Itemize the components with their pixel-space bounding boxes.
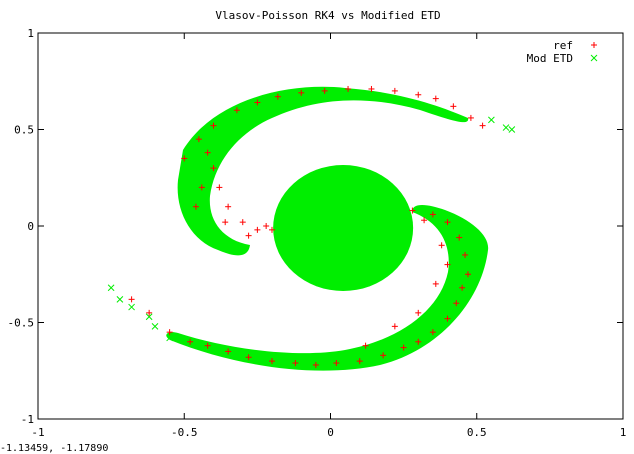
ref-point — [456, 234, 463, 241]
ref-point — [444, 315, 451, 322]
ref-point — [432, 95, 439, 102]
ref-point — [225, 348, 232, 355]
ref-point — [269, 226, 275, 233]
y-tick-label: -1 — [21, 413, 34, 426]
ref-point — [432, 280, 439, 287]
mouse-coordinate-readout: -1.13459, -1.17890 — [0, 443, 108, 454]
mod-etd-lower-arm — [166, 205, 489, 371]
ref-point — [421, 217, 428, 224]
ref-point — [380, 352, 387, 359]
ref-point — [453, 300, 460, 307]
mod-etd-point — [502, 124, 510, 131]
legend-marker-ref — [591, 42, 597, 48]
ref-point — [391, 87, 398, 94]
mod-etd-point — [116, 295, 124, 303]
mod-etd-point — [488, 116, 495, 124]
x-tick-label: 1 — [620, 426, 627, 439]
ref-point — [415, 91, 422, 98]
y-tick-label: 0.5 — [14, 124, 34, 137]
legend-marker-mod-etd — [590, 54, 598, 62]
x-tick-label: 0.5 — [467, 426, 487, 439]
ref-point — [415, 338, 422, 345]
mod-etd-series — [107, 116, 516, 342]
ref-point — [429, 329, 436, 336]
ref-point — [391, 323, 398, 330]
ref-point — [192, 203, 199, 210]
ref-point — [269, 358, 275, 365]
ref-point — [409, 207, 416, 214]
ref-point — [254, 99, 261, 106]
ref-point — [438, 242, 445, 249]
ref-point — [204, 342, 211, 349]
ref-point — [274, 93, 281, 100]
x-axis: -1 -0.5 0 0.5 1 — [31, 33, 626, 439]
ref-point — [233, 107, 240, 114]
ref-point — [128, 296, 135, 303]
ref-point — [368, 85, 375, 92]
ref-point — [245, 232, 252, 239]
ref-point — [450, 103, 457, 110]
ref-point — [429, 211, 436, 218]
x-tick-label: 0 — [327, 426, 334, 439]
ref-point — [312, 361, 319, 368]
ref-point — [400, 344, 407, 351]
ref-point — [187, 338, 194, 345]
ref-point — [415, 309, 422, 316]
legend-label-ref: ref — [553, 39, 573, 52]
ref-point — [459, 284, 466, 291]
ref-point — [210, 122, 217, 129]
ref-point — [210, 165, 217, 172]
ref-point — [462, 251, 469, 258]
y-tick-label: -0.5 — [8, 317, 35, 330]
mod-etd-point — [166, 334, 173, 342]
ref-point — [204, 149, 211, 156]
ref-point — [362, 342, 369, 349]
mod-etd-point — [107, 284, 115, 292]
y-tick-label: 1 — [27, 27, 34, 40]
ref-point — [345, 85, 352, 92]
ref-point — [225, 203, 232, 210]
ref-point — [321, 87, 328, 94]
mod-etd-point — [508, 126, 516, 133]
mod-etd-point — [128, 303, 135, 311]
chart-title: Vlasov-Poisson RK4 vs Modified ETD — [215, 9, 440, 22]
mod-etd-core — [273, 165, 414, 291]
ref-point — [444, 261, 451, 268]
ref-point — [239, 219, 246, 226]
ref-point — [333, 360, 340, 367]
ref-point — [464, 271, 471, 278]
legend-label-mod-etd: Mod ETD — [527, 52, 573, 65]
y-tick-label: 0 — [27, 220, 34, 233]
ref-point — [146, 309, 153, 316]
x-tick-label: -1 — [31, 426, 44, 439]
ref-point — [298, 89, 305, 96]
ref-point — [479, 122, 486, 129]
ref-point — [216, 184, 223, 191]
ref-point — [263, 223, 270, 229]
ref-point — [222, 219, 229, 226]
mod-etd-point — [151, 323, 159, 330]
ref-point — [444, 219, 451, 226]
ref-point — [254, 226, 261, 233]
ref-point — [198, 184, 205, 191]
ref-point — [166, 329, 173, 336]
mod-etd-upper-arm — [177, 86, 469, 256]
mod-etd-density-cloud — [166, 86, 489, 371]
x-tick-label: -0.5 — [171, 426, 198, 439]
ref-point — [195, 136, 202, 143]
ref-point — [467, 114, 474, 121]
legend-marker-ref-glyph — [591, 42, 597, 48]
ref-series — [128, 85, 486, 368]
ref-point — [245, 354, 252, 361]
ref-point — [292, 360, 299, 367]
y-axis: -1 -0.5 0 0.5 1 — [8, 27, 623, 426]
mod-etd-point — [145, 313, 153, 321]
ref-point — [181, 155, 188, 162]
ref-point — [356, 358, 363, 365]
legend: ref Mod ETD — [527, 39, 598, 65]
legend-marker-mod-etd-glyph — [590, 54, 598, 62]
